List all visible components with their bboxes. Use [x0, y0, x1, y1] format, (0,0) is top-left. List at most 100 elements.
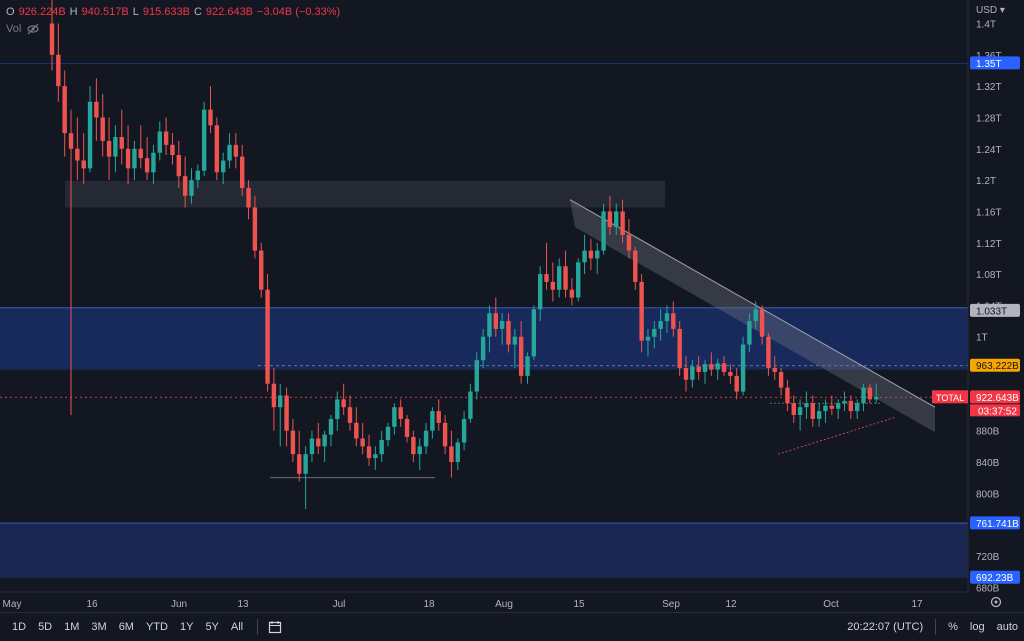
candle-body — [639, 281, 644, 341]
candle-body — [81, 160, 86, 169]
range-button-1y[interactable]: 1Y — [179, 621, 194, 633]
range-button-all[interactable]: All — [230, 621, 244, 633]
y-tick-label: 1.36T — [976, 51, 1002, 62]
clock-time[interactable]: 20:22:07 (UTC) — [847, 621, 924, 633]
volume-label: Vol — [6, 23, 22, 35]
range-button-3m[interactable]: 3M — [91, 621, 107, 633]
y-tick-label: 1.08T — [976, 270, 1002, 281]
candle-body — [721, 363, 727, 372]
candle-body — [322, 434, 327, 447]
y-tick-label: 1.24T — [976, 145, 1002, 156]
candle-body — [804, 403, 809, 408]
candle-body — [645, 336, 651, 341]
toolbar-divider — [257, 619, 259, 635]
x-tick-label: 17 — [911, 599, 923, 610]
x-tick-label: 18 — [423, 599, 435, 610]
price-tag-current-bg — [970, 390, 1020, 404]
price-tag-963b: 963.222B — [976, 361, 1019, 372]
candle-body — [474, 360, 479, 392]
x-tick-label: Jun — [171, 599, 187, 610]
candle-body — [557, 266, 562, 290]
x-tick-label: 16 — [86, 599, 98, 610]
candle-body — [747, 321, 752, 345]
candle-body — [259, 250, 264, 290]
range-button-1d[interactable]: 1D — [12, 621, 27, 633]
ohlc-legend: O 926.224B H 940.517B L 915.633B C 922.643B … — [6, 6, 340, 18]
candle-body — [569, 289, 575, 298]
candle-body — [366, 446, 372, 459]
candle-body — [347, 407, 353, 423]
candle-body — [588, 250, 594, 259]
range-button-5d[interactable]: 5D — [38, 621, 53, 633]
auto-toggle[interactable]: auto — [996, 621, 1018, 633]
range-buttons: 1D 5D 1M 3M 6M YTD 1Y 5Y All — [0, 621, 243, 633]
countdown-bg — [970, 404, 1020, 417]
eye-off-icon[interactable] — [27, 23, 39, 35]
candle-body — [94, 101, 99, 118]
price-tag-1033t-bg — [970, 303, 1020, 317]
gear-icon-hub — [994, 600, 998, 604]
candle-body — [290, 430, 296, 455]
candle-body — [56, 54, 61, 87]
log-toggle[interactable]: log — [969, 621, 985, 633]
candle-body — [75, 148, 80, 161]
candle-body — [601, 211, 606, 251]
grey-resistance-box — [65, 180, 665, 208]
candle-body — [506, 321, 511, 345]
candle-body — [816, 411, 822, 419]
range-button-ytd[interactable]: YTD — [145, 621, 168, 633]
candle-body — [664, 313, 670, 322]
candle-body — [208, 109, 213, 126]
range-button-6m[interactable]: 6M — [118, 621, 134, 633]
candle-body — [265, 289, 270, 384]
candle-body — [240, 156, 245, 188]
y-tick-label: 880B — [976, 427, 1000, 438]
percent-toggle[interactable]: % — [948, 621, 958, 633]
price-chart[interactable]: 1.4T 1.36T 1.32T 1.28T 1.24T 1.2T 1.16T 1.12T 1.… — [0, 0, 1024, 612]
candle-body — [271, 383, 277, 408]
gear-icon[interactable] — [990, 596, 1002, 608]
candle-body — [823, 405, 828, 412]
candle-body — [829, 405, 835, 409]
candle-body — [861, 387, 866, 404]
low-value: 915.633B — [142, 6, 190, 18]
wedge-lower-line — [777, 416, 896, 455]
gear-icon-ring — [990, 596, 1002, 608]
candle-body — [360, 438, 365, 447]
candle-body — [449, 446, 454, 463]
candle-body — [537, 274, 543, 310]
y-tick-label: 800B — [976, 489, 1000, 500]
total-tag: TOTAL — [936, 393, 964, 403]
candle-body — [87, 101, 93, 169]
range-button-1m[interactable]: 1M — [64, 621, 80, 633]
x-tick-label: 12 — [725, 599, 737, 610]
candle-body — [252, 207, 258, 251]
candle-body — [144, 158, 150, 173]
candle-body — [411, 436, 416, 455]
range-button-5y[interactable]: 5Y — [205, 621, 219, 633]
blue-zone-lower — [0, 523, 968, 578]
y-tick-label: 1.4T — [976, 19, 996, 30]
candle-body — [480, 336, 486, 361]
candle-body — [455, 442, 460, 463]
y-tick-label: 1.32T — [976, 82, 1002, 93]
candle-body — [715, 363, 720, 370]
candle-body — [740, 344, 746, 392]
candle-body — [709, 364, 714, 370]
candle-body — [512, 336, 518, 345]
candle-body — [246, 187, 251, 208]
candle-body — [189, 180, 194, 196]
candle-body — [201, 109, 207, 171]
date-range-icon[interactable] — [268, 620, 282, 634]
candle-body — [753, 309, 758, 322]
candle-body — [702, 364, 708, 372]
y-tick-label: 1.12T — [976, 239, 1002, 250]
candle-body — [119, 137, 124, 149]
candle-body — [220, 160, 226, 173]
price-tag-761b-bg — [970, 516, 1020, 530]
candle-body — [835, 403, 841, 409]
y-tick-label: 1T — [976, 333, 988, 344]
y-tick-label: 1.2T — [976, 176, 996, 187]
candle-body — [620, 211, 625, 235]
